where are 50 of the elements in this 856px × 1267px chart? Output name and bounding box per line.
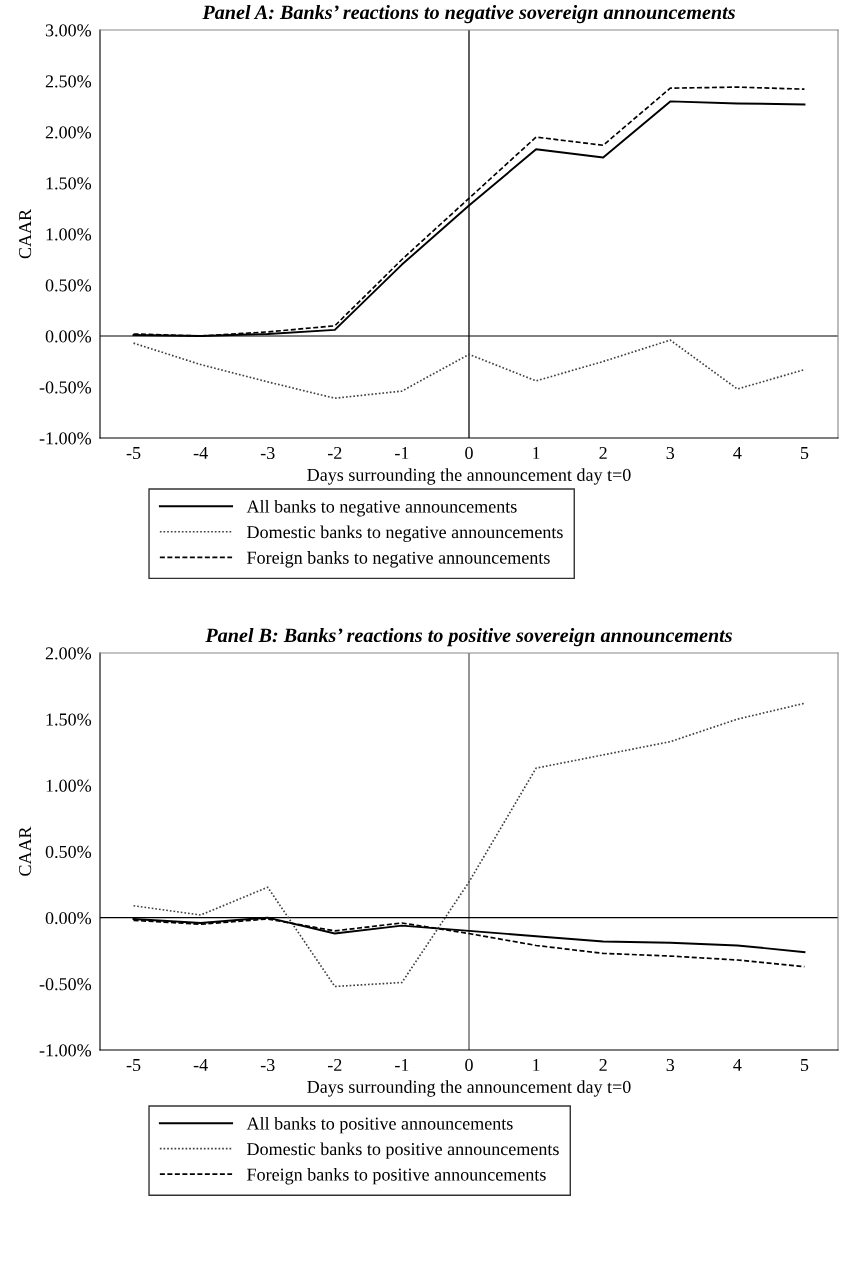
x-tick-label: -1 (395, 1058, 409, 1071)
legend-label: Foreign banks to positive announcements (247, 1167, 546, 1185)
x-tick-label: 2 (599, 1058, 607, 1071)
y-tick-label: -1.00% (39, 1044, 92, 1057)
x-tick-label: 4 (733, 446, 742, 459)
legend-label: Domestic banks to positive announcements (247, 1142, 559, 1159)
y-tick-label: 3.00% (45, 24, 92, 37)
y-tick-label: -1.00% (39, 432, 92, 445)
x-tick-label: -4 (193, 446, 208, 459)
x-tick-label: 5 (800, 1059, 809, 1072)
y-tick-label: -0.50% (39, 381, 92, 394)
x-tick-label: -5 (126, 447, 141, 460)
x-tick-label: 3 (666, 1058, 675, 1072)
y-tick-label: -0.50% (39, 978, 92, 991)
y-tick-label: 0.50% (45, 279, 92, 292)
x-tick-label: -2 (327, 1058, 342, 1071)
legend-label: All banks to negative announcements (246, 499, 517, 517)
y-tick-label: 1.00% (46, 779, 92, 792)
y-tick-label: 1.50% (46, 713, 92, 726)
y-tick-label: 0.50% (45, 845, 92, 859)
y-tick-label: 2.50% (45, 75, 92, 88)
x-tick-label: -3 (260, 1058, 275, 1072)
x-tick-label: 5 (800, 447, 809, 460)
x-tick-label: -5 (126, 1059, 141, 1072)
x-axis-title: Days surrounding the announcement day t=0 (307, 468, 631, 485)
y-axis-title: CAAR (19, 208, 32, 259)
legend-label: Foreign banks to negative announcements (247, 551, 550, 568)
y-tick-label: 2.00% (45, 647, 92, 660)
x-tick-label: -4 (193, 1058, 208, 1071)
y-tick-label: 1.00% (46, 228, 92, 241)
x-tick-label: 2 (599, 446, 607, 459)
y-tick-label: 1.50% (46, 177, 92, 190)
chart-title: Panel B: Banks’ reactions to positive sovereign announcements (205, 627, 732, 647)
legend-label: Domestic banks to negative announcements (247, 525, 563, 542)
x-axis-title: Days surrounding the announcement day t=0 (307, 1080, 631, 1097)
x-tick-label: -3 (260, 446, 275, 460)
chart-title: Panel A: Banks’ reactions to negative sovereign announcements (202, 4, 735, 24)
y-tick-label: 2.00% (45, 126, 92, 139)
x-tick-label: 0 (465, 446, 473, 460)
x-tick-label: -1 (395, 446, 409, 459)
y-axis-title: CAAR (19, 826, 32, 876)
x-tick-label: 3 (666, 446, 675, 460)
legend-label: All banks to positive announcements (246, 1116, 513, 1134)
x-tick-label: 1 (533, 446, 540, 459)
x-tick-label: -2 (327, 446, 342, 459)
y-tick-label: 0.00% (45, 330, 92, 343)
y-tick-label: 0.00% (45, 911, 92, 925)
x-tick-label: 0 (465, 1058, 473, 1072)
x-tick-label: 4 (733, 1058, 742, 1071)
x-tick-label: 1 (533, 1058, 540, 1071)
